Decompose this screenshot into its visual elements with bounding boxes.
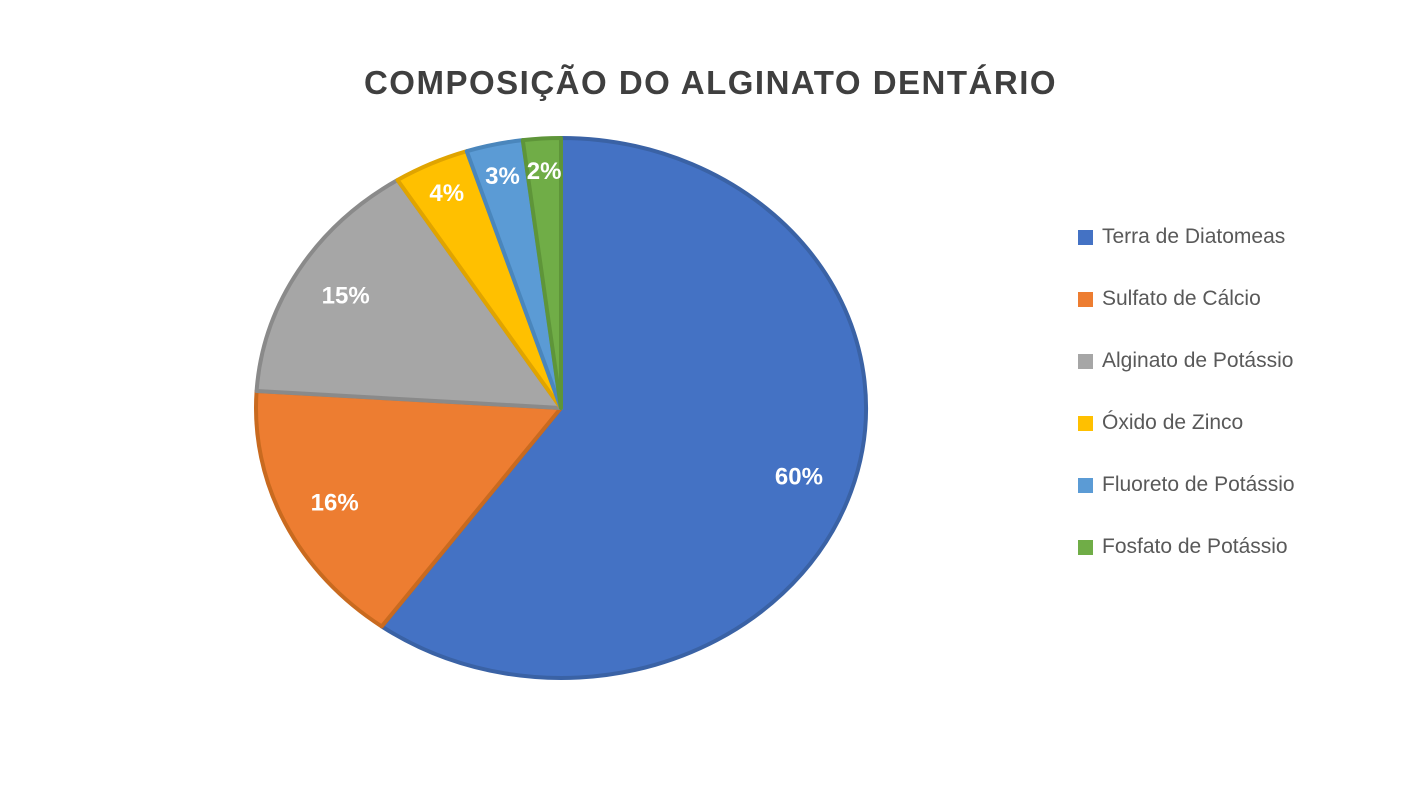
legend-swatch-terra-de-diatomeas <box>1078 229 1093 245</box>
legend-item-oxido-de-zinco: Óxido de Zinco <box>1078 408 1295 438</box>
legend-label-fluoreto-de-potassio: Fluoreto de Potássio <box>1102 473 1295 496</box>
pie-slice-terra-de-diatomeas <box>379 136 868 680</box>
legend-item-fosfato-de-potassio: Fosfato de Potássio <box>1078 532 1295 562</box>
slice-percent-label-sulfato-de-calcio: 16% <box>311 489 359 516</box>
chart-title: COMPOSIÇÃO DO ALGINATO DENTÁRIO <box>363 64 1058 101</box>
legend: Terra de Diatomeas Sulfato de Cálcio Algin… <box>1078 222 1295 594</box>
slice-percent-label-fosfato-de-potassio: 2% <box>527 158 562 185</box>
legend-label-terra-de-diatomeas: Terra de Diatomeas <box>1102 225 1286 248</box>
slice-percent-label-terra-de-diatomeas: 60% <box>775 463 823 490</box>
pie-slice-sulfato-de-calcio <box>254 389 563 629</box>
legend-label-fosfato-de-potassio: Fosfato de Potássio <box>1102 535 1288 558</box>
slice-percent-label-alginato-de-potassio: 15% <box>322 282 370 309</box>
legend-item-terra-de-diatomeas: Terra de Diatomeas <box>1078 222 1295 252</box>
legend-item-alginato-de-potassio: Alginato de Potássio <box>1078 346 1295 376</box>
legend-swatch-fluoreto-de-potassio <box>1078 477 1093 493</box>
slice-percent-label-oxido-de-zinco: 4% <box>429 180 464 207</box>
legend-label-sulfato-de-calcio: Sulfato de Cálcio <box>1102 287 1261 310</box>
legend-swatch-sulfato-de-calcio <box>1078 291 1093 307</box>
legend-swatch-oxido-de-zinco <box>1078 415 1093 431</box>
legend-item-sulfato-de-calcio: Sulfato de Cálcio <box>1078 284 1295 314</box>
legend-label-alginato-de-potassio: Alginato de Potássio <box>1102 349 1294 372</box>
legend-swatch-fosfato-de-potassio <box>1078 539 1093 555</box>
pie-slice-fosfato-de-potassio <box>520 136 563 410</box>
legend-item-fluoreto-de-potassio: Fluoreto de Potássio <box>1078 470 1295 500</box>
pie-slice-alginato-de-potassio <box>254 178 563 410</box>
legend-swatch-alginato-de-potassio <box>1078 353 1093 369</box>
slice-percent-label-fluoreto-de-potassio: 3% <box>485 163 520 190</box>
legend-label-oxido-de-zinco: Óxido de Zinco <box>1102 411 1244 434</box>
